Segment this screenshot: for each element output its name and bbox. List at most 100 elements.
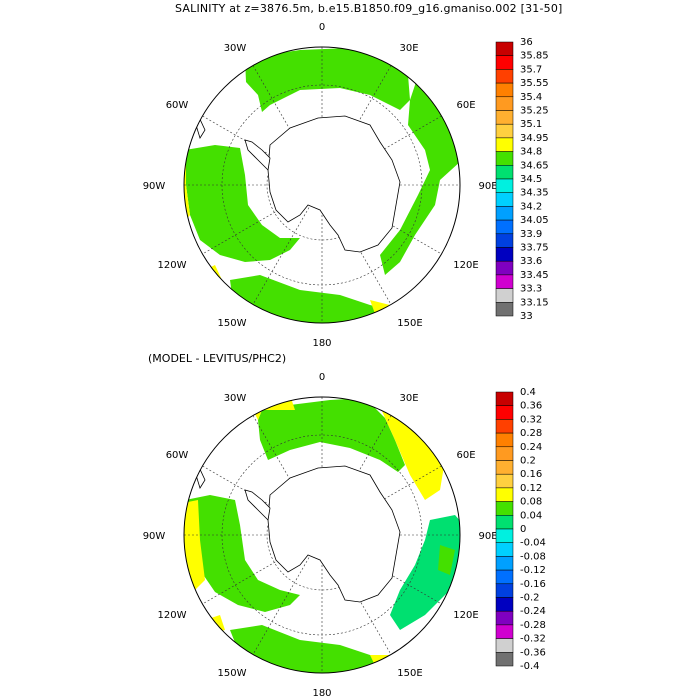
salinity-lon-label-150w: 150W [218, 318, 247, 329]
difference-colorbar-tick-label: 0.4 [520, 387, 536, 398]
salinity-region-pacific-east [185, 145, 300, 262]
salinity-colorbar-tick-label: 33 [520, 311, 533, 322]
difference-colorbar-swatch [495, 515, 514, 530]
difference-map-border [183, 396, 461, 674]
salinity-colorbar-swatch [495, 192, 514, 207]
difference-lon-label-30e: 30E [399, 393, 418, 404]
difference-colorbar-tick-label: 0.36 [520, 401, 542, 412]
salinity-lon-label-150e: 150E [397, 318, 422, 329]
salinity-colorbar-tick-label: 34.95 [520, 133, 549, 144]
antarctica-coast [267, 115, 401, 253]
difference-colorbar-swatch [495, 501, 514, 516]
difference-colorbar-swatch [495, 569, 514, 585]
salinity-field [184, 47, 460, 323]
salinity-colorbar-tick-label: 35.85 [520, 51, 549, 62]
difference-lon-label-60e: 60E [456, 450, 475, 461]
salinity-lon-label-90e: 90E [478, 181, 497, 192]
difference-colorbar-swatch [495, 652, 514, 667]
salinity-colorbar-tick-label: 35.1 [520, 119, 542, 130]
salinity-colorbar-swatch [495, 69, 514, 84]
difference-lon-label-30w: 30W [224, 393, 247, 404]
salinity-colorbar-tick-label: 35.25 [520, 106, 549, 117]
salinity-colorbar-swatch [495, 137, 514, 152]
difference-colorbar-tick-label: -0.2 [520, 593, 540, 604]
figure-title: SALINITY at z=3876.5m, b.e15.B1850.f09_g… [175, 2, 563, 15]
difference-colorbar-tick-label: -0.36 [520, 647, 546, 658]
salinity-colorbar-swatch [495, 151, 514, 166]
difference-colorbar-swatch [495, 638, 514, 653]
salinity-map [183, 46, 461, 324]
salinity-colorbar-swatch [495, 233, 514, 248]
difference-colorbar-tick-label: -0.4 [520, 661, 540, 672]
difference-field [184, 397, 460, 673]
salinity-colorbar-tick-label: 33.15 [520, 297, 549, 308]
difference-colorbar-swatch [495, 473, 514, 489]
difference-colorbar-swatch [495, 405, 514, 420]
difference-subtitle: (MODEL - LEVITUS/PHC2) [148, 352, 287, 365]
salinity-colorbar-swatch [495, 260, 514, 276]
difference-colorbar-tick-label: 0.32 [520, 414, 542, 425]
salinity-colorbar-tick-label: 33.9 [520, 229, 542, 240]
salinity-colorbar-tick-label: 35.7 [520, 64, 542, 75]
difference-colorbar-swatch [495, 391, 514, 406]
difference-lon-label-180: 180 [312, 688, 331, 699]
difference-region-yellow-east [375, 397, 445, 500]
salinity-colorbar-swatch [495, 82, 514, 98]
difference-colorbar-swatch [495, 528, 514, 543]
salinity-colorbar-swatch [495, 206, 514, 221]
salinity-colorbar-tick-label: 35.4 [520, 92, 542, 103]
difference-colorbar-tick-label: -0.16 [520, 579, 546, 590]
difference-lon-label-150e: 150E [397, 668, 422, 679]
difference-colorbar-tick-label: -0.08 [520, 551, 546, 562]
salinity-colorbar-swatch [495, 96, 514, 111]
difference-lon-label-120w: 120W [158, 610, 187, 621]
antarctic-peninsula [244, 489, 271, 521]
salinity-colorbar-tick-label: 33.75 [520, 243, 549, 254]
difference-region-atlantic [258, 398, 405, 472]
salinity-colorbar-swatch [495, 178, 514, 193]
salinity-lon-label-30e: 30E [399, 43, 418, 54]
salinity-lon-label-90w: 90W [143, 181, 166, 192]
salinity-colorbar-tick-label: 33.45 [520, 270, 549, 281]
difference-colorbar-tick-label: -0.24 [520, 606, 546, 617]
salinity-colorbar-swatch [495, 165, 514, 180]
difference-region-indian-green [438, 545, 455, 575]
difference-colorbar-tick-label: 0.12 [520, 483, 542, 494]
difference-lon-label-0: 0 [319, 372, 325, 383]
salinity-colorbar-tick-label: 34.65 [520, 160, 549, 171]
difference-colorbar-tick-label: 0 [520, 524, 526, 535]
salinity-map-border [183, 46, 461, 324]
difference-colorbar-tick-label: -0.28 [520, 620, 546, 631]
salinity-lon-label-60w: 60W [166, 100, 189, 111]
salinity-colorbar-tick-label: 34.35 [520, 188, 549, 199]
difference-region-indian [390, 515, 460, 630]
salinity-colorbar-swatch [495, 41, 514, 56]
difference-colorbar-swatch [495, 446, 514, 461]
difference-colorbar-tick-label: 0.08 [520, 497, 542, 508]
difference-colorbar-tick-label: 0.2 [520, 456, 536, 467]
salinity-colorbar-tick-label: 34.05 [520, 215, 549, 226]
antarctica-coast [267, 465, 401, 603]
salinity-lon-label-120e: 120E [453, 260, 478, 271]
difference-colorbar-tick-label: 0.24 [520, 442, 542, 453]
difference-colorbar-swatch [495, 460, 514, 475]
antarctic-peninsula [244, 139, 271, 171]
difference-colorbar-tick-label: 0.28 [520, 428, 542, 439]
difference-colorbar-tick-label: -0.12 [520, 565, 546, 576]
difference-colorbar-tick-label: -0.04 [520, 538, 546, 549]
difference-colorbar: 0.4 0.36 0.32 0.28 0.24 0.2 0.16 0.12 0.08 0.04 0 -… [495, 387, 546, 672]
salinity-region-atlantic [245, 48, 410, 112]
salinity-colorbar-tick-label: 36 [520, 37, 533, 48]
difference-map [183, 396, 461, 674]
difference-colorbar-swatch [495, 610, 514, 626]
salinity-lon-label-180: 180 [312, 338, 331, 349]
difference-region-yellow-90w [184, 500, 205, 590]
difference-colorbar-swatch [495, 556, 514, 571]
difference-colorbar-swatch [495, 624, 514, 639]
difference-lon-label-90w: 90W [143, 531, 166, 542]
difference-colorbar-swatch [495, 419, 514, 434]
salinity-colorbar-tick-label: 34.2 [520, 201, 542, 212]
salinity-colorbar-swatch [495, 55, 514, 70]
salinity-colorbar-swatch [495, 110, 514, 125]
